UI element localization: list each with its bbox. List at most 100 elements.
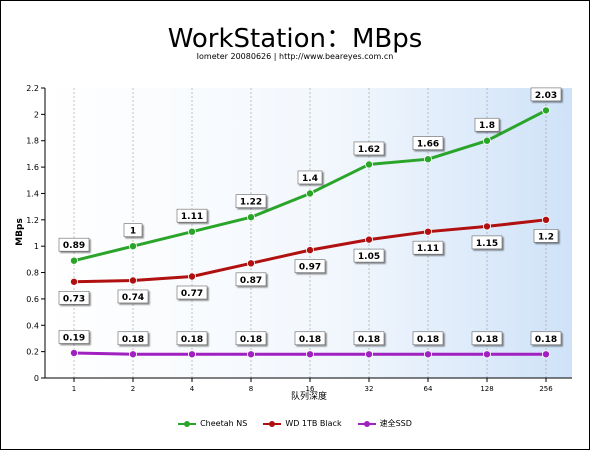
data-label-box [294, 331, 326, 346]
data-label-box [353, 331, 385, 346]
data-label-box [533, 229, 559, 243]
y-tick-label: 0.6 [26, 295, 39, 304]
x-tick-label: 256 [539, 385, 553, 393]
legend-label: WD 1TB Black [285, 419, 342, 428]
legend-label: 速全SSD [379, 419, 412, 428]
data-point [187, 227, 196, 236]
data-label: 1.66 [417, 140, 439, 150]
data-label: 1.2 [538, 232, 554, 242]
data-label: 1.62 [358, 145, 380, 155]
y-tick-label: 0.2 [26, 348, 39, 357]
x-tick-label: 2 [131, 385, 135, 393]
y-tick-label: 1.8 [26, 137, 39, 146]
data-label-box [297, 170, 323, 185]
data-point [246, 213, 255, 222]
data-label: 0.18 [181, 335, 203, 345]
data-label: 1 [130, 227, 136, 237]
data-label: 1.4 [302, 174, 318, 184]
data-label-box [353, 248, 385, 263]
y-tick-label: 1.6 [26, 163, 39, 172]
data-label: 0.77 [181, 289, 203, 299]
y-tick-label: 2.2 [26, 84, 39, 93]
data-label: 1.05 [358, 252, 380, 262]
data-point [246, 259, 255, 268]
data-point [423, 227, 432, 236]
x-tick-label: 8 [249, 385, 253, 393]
legend-item: Cheetah NS [178, 418, 247, 429]
data-label-box [530, 331, 562, 346]
data-point [70, 256, 79, 265]
data-label-box [471, 235, 503, 250]
y-tick-label: 0.8 [26, 269, 39, 278]
x-tick-label: 64 [424, 385, 433, 393]
data-label-box [176, 331, 208, 346]
data-label-box [412, 331, 444, 346]
data-label-box [176, 285, 208, 300]
data-point [364, 235, 373, 244]
data-label: 0.18 [240, 335, 262, 345]
data-label: 0.19 [63, 333, 85, 343]
data-label-box [294, 259, 326, 273]
y-tick-label: 0 [34, 374, 39, 383]
data-label: 1.15 [476, 239, 498, 249]
data-label-box [471, 331, 503, 346]
data-label-box [58, 330, 90, 344]
chart-subtitle: Iometer 20080626 | http://www.beareyes.c… [196, 52, 394, 61]
data-label: 2.03 [535, 91, 557, 101]
data-point [128, 242, 137, 251]
data-point [305, 189, 314, 198]
data-label-box [235, 194, 267, 208]
legend-item: 速全SSD [357, 418, 412, 429]
data-point [305, 246, 314, 255]
data-label-box [58, 290, 90, 305]
data-label-box [412, 240, 444, 255]
data-label-box [117, 289, 149, 304]
data-point [187, 272, 196, 281]
data-label: 0.18 [122, 335, 144, 345]
data-point [542, 350, 551, 359]
legend-swatch [263, 420, 282, 428]
legend-label: Cheetah NS [200, 419, 248, 428]
data-label: 0.18 [476, 335, 498, 345]
data-label: 0.18 [417, 335, 439, 345]
y-axis-label: MBps [15, 218, 25, 246]
data-point [70, 348, 79, 357]
data-label-box [123, 223, 143, 237]
data-point [305, 350, 314, 359]
y-tick-label: 1.4 [26, 189, 39, 198]
data-point [423, 350, 432, 359]
data-label: 1.11 [181, 212, 203, 222]
x-tick-label: 32 [365, 385, 374, 393]
data-point [423, 155, 432, 164]
legend-swatch [357, 420, 376, 428]
data-label-box [235, 331, 267, 346]
data-point [482, 222, 491, 231]
data-label-box [530, 87, 562, 102]
data-label: 1.11 [417, 244, 439, 254]
data-label: 0.87 [240, 276, 262, 286]
data-label-box [117, 331, 149, 346]
data-label-box [353, 141, 385, 156]
legend: Cheetah NS WD 1TB Black 速全SSD [0, 418, 590, 429]
data-label: 0.18 [358, 335, 380, 345]
x-axis-label: 队列深度 [291, 390, 327, 402]
data-point [246, 350, 255, 359]
data-label-box [58, 237, 90, 252]
x-tick-label: 128 [480, 385, 493, 393]
data-label-box [474, 117, 500, 132]
data-label: 0.89 [63, 241, 85, 251]
data-point [482, 350, 491, 359]
legend-swatch [178, 420, 197, 428]
data-label: 1.22 [240, 198, 262, 208]
data-label: 0.74 [122, 293, 144, 303]
data-label-box [235, 272, 267, 287]
data-point [542, 215, 551, 224]
y-tick-label: 1.2 [26, 216, 39, 225]
data-point [128, 276, 137, 285]
data-point [542, 106, 551, 115]
data-label: 0.18 [535, 335, 557, 345]
data-point [70, 277, 79, 286]
y-tick-label: 1 [34, 242, 39, 251]
data-point [364, 350, 373, 359]
